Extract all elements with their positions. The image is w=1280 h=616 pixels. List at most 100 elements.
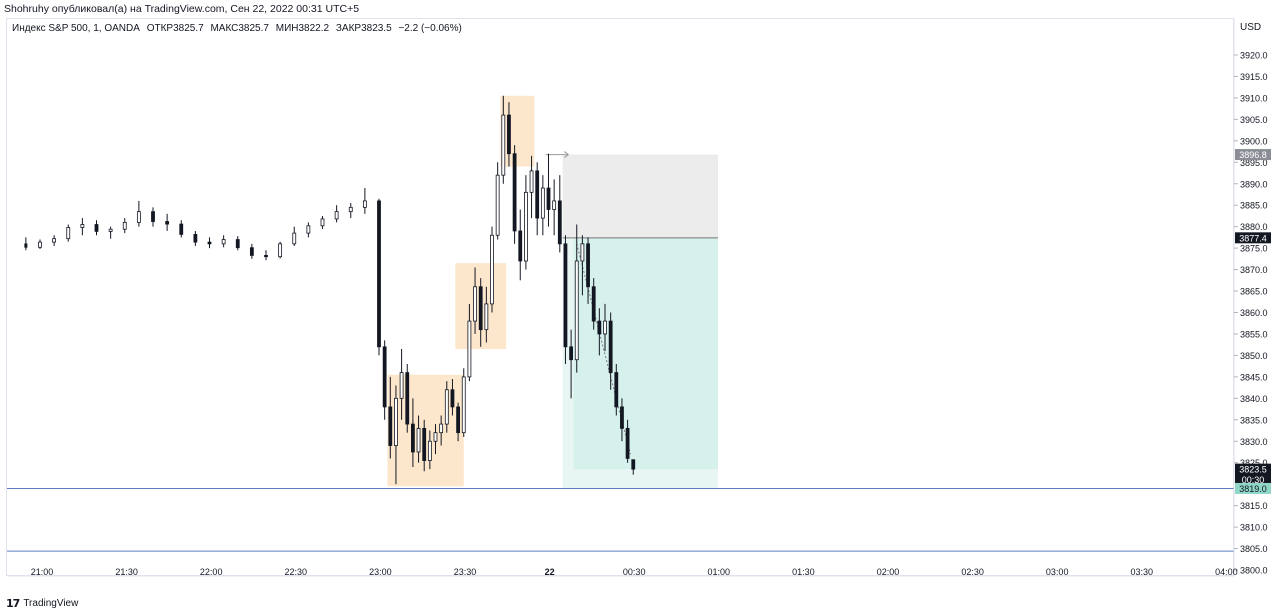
candle [569, 329, 573, 399]
target-zone-filled [573, 237, 718, 470]
candle-body-down [546, 187, 551, 210]
candle-body-up [439, 423, 444, 434]
legend-open: ОТКР3825.7 [146, 23, 204, 34]
horizontal-lines [7, 487, 1234, 552]
price-tick-label: 3865.0 [1240, 287, 1268, 297]
time-axis: 21:00 21:30 22:00 22:30 23:00 23:30 22 00:30 01:… [7, 567, 1238, 577]
legend-symbol: Индекс S&P 500, 1, OANDA [12, 23, 140, 34]
candle-body-up [108, 228, 113, 232]
candle [66, 224, 71, 242]
candle-body-down [512, 153, 517, 232]
candle-body-up [501, 114, 506, 176]
candle [608, 312, 613, 390]
footer-brand[interactable]: TradingView [23, 598, 79, 609]
candlestick-series [24, 95, 636, 485]
price-tick-label: 3895.0 [1240, 158, 1268, 168]
candle [193, 230, 198, 246]
candle [473, 267, 477, 334]
candle [24, 237, 28, 251]
candle-body-down [507, 114, 511, 155]
candle [278, 241, 283, 259]
price-tick-label: 3850.0 [1240, 351, 1268, 361]
candle-body-down [235, 239, 240, 249]
tradingview-logo-icon[interactable]: 𝟭𝟳 [6, 597, 20, 610]
candle [597, 308, 602, 356]
price-tick-label: 3840.0 [1240, 394, 1268, 404]
candle [292, 226, 297, 246]
candle [478, 278, 483, 347]
candle [394, 385, 398, 485]
candle [529, 155, 534, 219]
time-tick-label: 01:00 [708, 567, 731, 577]
candle [221, 235, 226, 248]
candle-body-down [586, 243, 590, 288]
candle [620, 398, 624, 442]
candle-body-down [563, 243, 568, 348]
candle-body-up [136, 211, 141, 223]
price-axis: 3920.0 3915.0 3910.0 3905.0 3900.0 3895.0 3890… [1233, 18, 1268, 576]
price-tick-label: 3810.0 [1240, 523, 1268, 533]
candle [108, 226, 113, 239]
time-tick-label: 23:00 [369, 567, 392, 577]
candle [501, 95, 506, 184]
time-tick-label: 00:30 [623, 567, 646, 577]
time-tick-label: 23:30 [454, 567, 477, 577]
candle [495, 162, 500, 240]
price-tick-label: 3855.0 [1240, 329, 1268, 339]
price-label-3896.8: 3896.8 [1235, 149, 1271, 161]
price-tick-label: 3900.0 [1240, 136, 1268, 146]
candle [484, 286, 489, 343]
candle-body-down [377, 200, 381, 348]
candle [433, 424, 438, 455]
price-tick-label: 3880.0 [1240, 222, 1268, 232]
candle [179, 220, 184, 238]
price-label-box [1235, 463, 1271, 486]
publish-header: Shohruhy опубликовал(а) на TradingView.c… [4, 3, 360, 15]
price-label-value: 3819.0 [1239, 484, 1267, 494]
candle [546, 153, 551, 227]
candle-body-up [80, 224, 85, 228]
short-position-tool [545, 151, 718, 489]
candle [444, 381, 449, 433]
candle [348, 203, 353, 219]
candle-body-up [66, 227, 71, 240]
legend-close: ЗАКР3823.5 [335, 23, 392, 34]
price-label-box [1235, 149, 1271, 161]
arrow-head-icon [563, 151, 570, 158]
candle-body-down [518, 230, 523, 262]
time-tick-label: 03:00 [1046, 567, 1069, 577]
candle-body-down [535, 170, 540, 219]
candle [439, 415, 444, 446]
price-tick-label: 3825.0 [1240, 458, 1268, 468]
price-label-box [1235, 232, 1271, 244]
candle-body-up [221, 239, 226, 245]
candle [151, 207, 155, 227]
price-tick-label: 3885.0 [1240, 201, 1268, 211]
candle [580, 235, 585, 296]
candle-body-down [422, 427, 427, 461]
candle-body-down [620, 406, 624, 429]
symbol-legend: Индекс S&P 500, 1, OANDA ОТКР3825.7 МАКС… [12, 23, 466, 34]
candle-body-up [461, 376, 466, 434]
candle [405, 364, 410, 433]
candle-body-up [278, 243, 283, 258]
candle-body-down [557, 200, 562, 245]
candle-body-down [249, 247, 254, 256]
candle-body-up [122, 221, 127, 230]
candle-body-up [603, 320, 607, 335]
price-label-value: 3877.4 [1239, 233, 1267, 243]
candle [450, 379, 455, 416]
candle-body-down [264, 255, 268, 258]
candle [490, 226, 494, 313]
candle-body-up [473, 286, 477, 322]
time-tick-label: 04:00 [1215, 567, 1238, 577]
candle-body-down [179, 223, 184, 235]
candle [625, 419, 630, 463]
price-tick-label: 3800.0 [1240, 566, 1268, 576]
candle-body-down [478, 286, 483, 331]
candle [122, 218, 127, 234]
price-tick-label: 3875.0 [1240, 244, 1268, 254]
currency-label: USD [1240, 22, 1262, 33]
candle-body-up [495, 174, 500, 236]
